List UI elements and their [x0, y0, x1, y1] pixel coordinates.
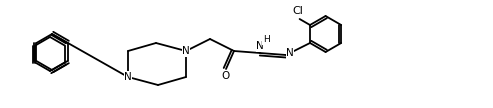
- Text: N: N: [286, 48, 294, 58]
- Text: N: N: [256, 41, 264, 51]
- Text: N: N: [182, 46, 190, 56]
- Text: Cl: Cl: [292, 6, 303, 16]
- Text: O: O: [222, 71, 230, 81]
- Text: N: N: [124, 72, 132, 82]
- Text: H: H: [263, 36, 269, 44]
